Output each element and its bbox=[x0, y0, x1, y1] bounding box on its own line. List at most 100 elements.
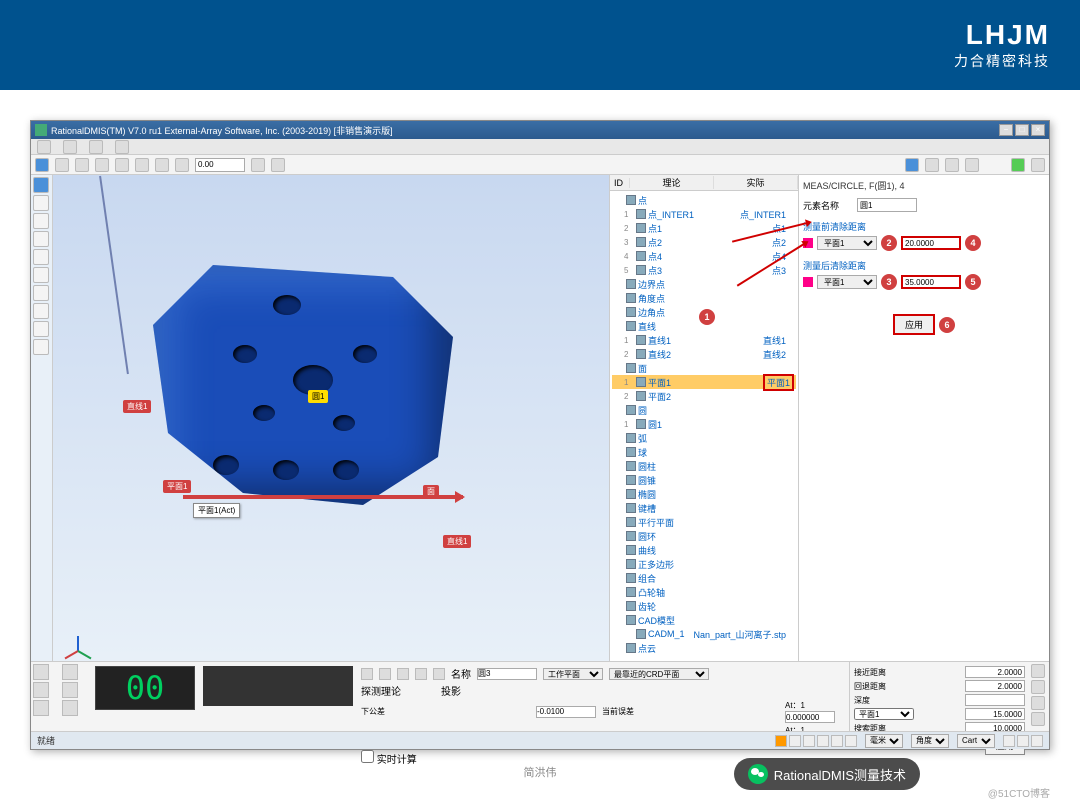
status-unit-select[interactable]: 毫米 bbox=[865, 734, 903, 748]
minimize-button[interactable]: − bbox=[999, 124, 1013, 136]
tree-row[interactable]: 3点2点2 bbox=[612, 235, 796, 249]
close-button[interactable]: × bbox=[1031, 124, 1045, 136]
s-icon[interactable] bbox=[1017, 735, 1029, 747]
vtool-icon[interactable] bbox=[33, 231, 49, 247]
bp-tool-icon[interactable] bbox=[33, 682, 49, 698]
status-angle-select[interactable]: 角度 bbox=[911, 734, 949, 748]
vtool-icon[interactable] bbox=[33, 285, 49, 301]
tree-row[interactable]: 点云 bbox=[612, 641, 796, 655]
viewport-3d[interactable]: 直线1 平面1 面 直线1 圆1 平面1(Act) bbox=[53, 175, 609, 661]
prop-plane1-select[interactable]: 平面1 bbox=[817, 236, 877, 250]
tree-row[interactable]: 曲线 bbox=[612, 543, 796, 557]
bp-icon[interactable] bbox=[415, 668, 427, 680]
tree-row[interactable]: 1直线1直线1 bbox=[612, 333, 796, 347]
param-input[interactable] bbox=[965, 666, 1025, 678]
bp-icon[interactable] bbox=[433, 668, 445, 680]
tool-close2-icon[interactable] bbox=[1031, 158, 1045, 172]
bp-name-input[interactable] bbox=[477, 668, 537, 680]
tree-row[interactable]: 球 bbox=[612, 445, 796, 459]
maximize-button[interactable]: □ bbox=[1015, 124, 1029, 136]
tree-row[interactable]: CAD模型 bbox=[612, 613, 796, 627]
prop-before-input[interactable] bbox=[901, 236, 961, 250]
vtool-icon[interactable] bbox=[33, 321, 49, 337]
prop-plane2-select[interactable]: 平面1 bbox=[817, 275, 877, 289]
s-icon[interactable] bbox=[1003, 735, 1015, 747]
bp-icon[interactable] bbox=[379, 668, 391, 680]
bp-tool-icon[interactable] bbox=[62, 664, 78, 680]
bp-crd-select[interactable]: 最靠近的CRD平面 bbox=[609, 668, 709, 680]
tool-measure-icon[interactable] bbox=[115, 158, 129, 172]
ime-icon[interactable] bbox=[789, 735, 801, 747]
prop-after-input[interactable] bbox=[901, 275, 961, 289]
menu-icon[interactable] bbox=[89, 140, 103, 154]
tree-row[interactable]: CADM_1Nan_part_山河离子.stp bbox=[612, 627, 796, 641]
bp-tool-icon[interactable] bbox=[62, 700, 78, 716]
param-input[interactable] bbox=[965, 708, 1025, 720]
lower-tol-input[interactable] bbox=[536, 706, 596, 718]
vtool-icon[interactable] bbox=[33, 195, 49, 211]
tree-row[interactable]: 角度点 bbox=[612, 291, 796, 305]
status-coord-select[interactable]: Cart bbox=[957, 734, 995, 748]
side-icon[interactable] bbox=[1031, 664, 1045, 678]
tree-row[interactable]: 1圆1 bbox=[612, 417, 796, 431]
tree-row[interactable]: 正多边形 bbox=[612, 557, 796, 571]
vtool-icon[interactable] bbox=[33, 267, 49, 283]
tool-panel1-icon[interactable] bbox=[905, 158, 919, 172]
side-icon[interactable] bbox=[1031, 712, 1045, 726]
tool-panel2-icon[interactable] bbox=[925, 158, 939, 172]
tree-row[interactable]: 2平面2 bbox=[612, 389, 796, 403]
tree-row[interactable]: 键槽 bbox=[612, 501, 796, 515]
tree-row[interactable]: 4点4点4 bbox=[612, 249, 796, 263]
vtool-icon[interactable] bbox=[33, 303, 49, 319]
feature-tree[interactable]: 点1点_INTER1点_INTER12点1点13点2点24点4点45点3点3边界… bbox=[610, 191, 798, 661]
menu-icon[interactable] bbox=[37, 140, 51, 154]
tool-zoom-icon[interactable] bbox=[251, 158, 265, 172]
ime-icon[interactable] bbox=[817, 735, 829, 747]
vtool-icon[interactable] bbox=[33, 213, 49, 229]
vtool-icon[interactable] bbox=[33, 339, 49, 355]
apply-button[interactable]: 应用 bbox=[893, 314, 935, 335]
tree-row[interactable]: 点 bbox=[612, 193, 796, 207]
param-input[interactable] bbox=[965, 694, 1025, 706]
ime-icon[interactable] bbox=[845, 735, 857, 747]
tool-probe-icon[interactable] bbox=[135, 158, 149, 172]
tool-grid-icon[interactable] bbox=[155, 158, 169, 172]
tool-panel3-icon[interactable] bbox=[945, 158, 959, 172]
tool-check-icon[interactable] bbox=[1011, 158, 1025, 172]
tree-row[interactable]: 边界点 bbox=[612, 277, 796, 291]
bp-tool-icon[interactable] bbox=[33, 664, 49, 680]
tree-row[interactable]: 圆柱 bbox=[612, 459, 796, 473]
prop-name-input[interactable] bbox=[857, 198, 917, 212]
vtool-icon[interactable] bbox=[33, 249, 49, 265]
ime-icon[interactable] bbox=[775, 735, 787, 747]
bp-tool-icon[interactable] bbox=[33, 700, 49, 716]
tool-fit-icon[interactable] bbox=[271, 158, 285, 172]
tree-row[interactable]: 圆环 bbox=[612, 529, 796, 543]
menu-icon[interactable] bbox=[115, 140, 129, 154]
tree-row[interactable]: 圆锥 bbox=[612, 473, 796, 487]
menu-icon[interactable] bbox=[63, 140, 77, 154]
ime-icon[interactable] bbox=[803, 735, 815, 747]
bp-tool-icon[interactable] bbox=[62, 682, 78, 698]
tree-row[interactable]: 齿轮 bbox=[612, 599, 796, 613]
tool-pointer-icon[interactable] bbox=[55, 158, 69, 172]
tree-row[interactable]: 组合 bbox=[612, 571, 796, 585]
tree-row[interactable]: 椭圆 bbox=[612, 487, 796, 501]
tool-panel4-icon[interactable] bbox=[965, 158, 979, 172]
tree-row[interactable]: 弧 bbox=[612, 431, 796, 445]
side-icon[interactable] bbox=[1031, 680, 1045, 694]
tree-row[interactable]: 1平面1平面1 bbox=[612, 375, 796, 389]
realtime-checkbox[interactable] bbox=[361, 750, 374, 763]
tree-row[interactable]: 凸轮轴 bbox=[612, 585, 796, 599]
tree-row[interactable]: 2直线2直线2 bbox=[612, 347, 796, 361]
vtool-home-icon[interactable] bbox=[33, 177, 49, 193]
tool-home-icon[interactable] bbox=[35, 158, 49, 172]
param-input[interactable] bbox=[965, 680, 1025, 692]
bp-icon[interactable] bbox=[361, 668, 373, 680]
tool-layer-icon[interactable] bbox=[175, 158, 189, 172]
toolbar-value-input[interactable] bbox=[195, 158, 245, 172]
bp-icon[interactable] bbox=[397, 668, 409, 680]
tree-row[interactable]: 平行平面 bbox=[612, 515, 796, 529]
bp-workplane-select[interactable]: 工作平面 bbox=[543, 668, 603, 680]
tree-row[interactable]: 圆 bbox=[612, 403, 796, 417]
